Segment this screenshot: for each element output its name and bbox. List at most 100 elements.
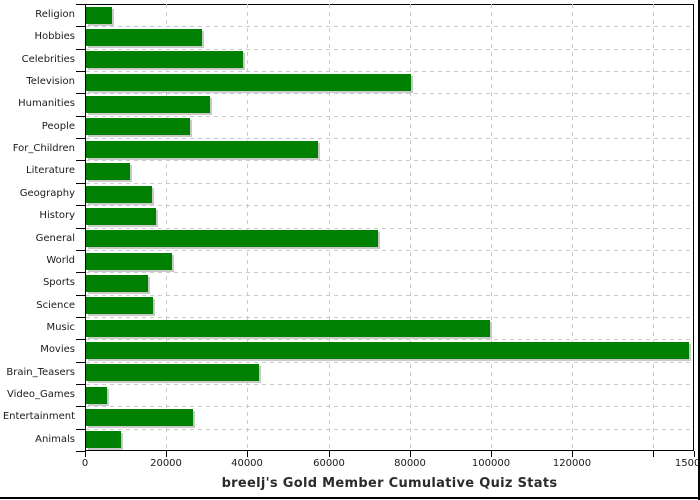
gridline-horizontal: [86, 26, 694, 27]
y-axis-tick: [76, 138, 85, 139]
gridline-vertical: [247, 4, 248, 451]
y-axis-tick: [76, 250, 85, 251]
x-axis-tick: [410, 451, 411, 457]
gridline-horizontal: [86, 272, 694, 273]
bar-video_games: [86, 387, 107, 404]
category-label: Literature: [26, 165, 75, 176]
bar-general: [86, 230, 378, 247]
y-axis-tick: [76, 26, 85, 27]
x-axis-tick: [572, 451, 573, 457]
x-axis-tick: [653, 451, 654, 457]
gridline-vertical: [491, 4, 492, 451]
y-axis-tick: [76, 317, 85, 318]
y-axis-tick: [76, 384, 85, 385]
bar-celebrities: [86, 51, 243, 68]
x-axis-tick: [247, 451, 248, 457]
gridline-horizontal: [86, 295, 694, 296]
gridline-horizontal: [86, 406, 694, 407]
image-frame-right: [698, 0, 700, 500]
gridline-horizontal: [86, 205, 694, 206]
y-axis-tick: [76, 406, 85, 407]
bar-literature: [86, 163, 130, 180]
bar-entertainment: [86, 409, 193, 426]
bar-animals: [86, 431, 121, 448]
x-axis-tick-label: 80000: [394, 458, 426, 469]
category-label: For_Children: [12, 143, 75, 154]
gridline-vertical: [329, 4, 330, 451]
y-axis-tick: [76, 49, 85, 50]
category-label: Animals: [35, 434, 75, 445]
bar-science: [86, 297, 153, 314]
bar-history: [86, 208, 156, 225]
category-label: Brain_Teasers: [6, 367, 75, 378]
y-axis-tick: [76, 93, 85, 94]
gridline-horizontal: [86, 138, 694, 139]
x-axis-tick-label: 60000: [313, 458, 345, 469]
chart-title: breelj's Gold Member Cumulative Quiz Sta…: [221, 476, 558, 491]
category-label: Music: [46, 322, 75, 333]
category-label: Television: [26, 76, 75, 87]
y-axis-tick: [76, 205, 85, 206]
gridline-vertical: [653, 4, 654, 451]
y-axis-tick: [76, 183, 85, 184]
bar-people: [86, 118, 190, 135]
category-label: History: [39, 210, 75, 221]
category-label: Video_Games: [7, 389, 75, 400]
gridline-horizontal: [86, 250, 694, 251]
x-axis-tick-label: 0: [81, 458, 89, 469]
gridline-horizontal: [86, 384, 694, 385]
bar-television: [86, 74, 411, 91]
x-axis-tick-label: 100000: [471, 458, 511, 469]
bar-for_children: [86, 141, 318, 158]
gridline-horizontal: [86, 228, 694, 229]
category-label: Movies: [40, 344, 75, 355]
y-axis-tick: [76, 160, 85, 161]
gridline-horizontal: [86, 339, 694, 340]
bar-brain_teasers: [86, 364, 259, 381]
bar-world: [86, 253, 172, 270]
gridline-horizontal: [86, 49, 694, 50]
x-axis-tick-label: 40000: [231, 458, 263, 469]
category-label: Celebrities: [21, 54, 75, 65]
category-label: Sports: [42, 277, 75, 288]
bar-humanities: [86, 96, 210, 113]
x-axis-tick-label: 120000: [552, 458, 592, 469]
gridline-horizontal: [86, 160, 694, 161]
y-axis-tick: [76, 451, 85, 452]
y-axis-tick: [76, 116, 85, 117]
category-label: Geography: [19, 188, 75, 199]
category-label: World: [46, 255, 75, 266]
gridline-horizontal: [86, 71, 694, 72]
plot-area: [85, 4, 694, 451]
x-axis-tick: [694, 451, 695, 457]
gridline-vertical: [166, 4, 167, 451]
y-axis-tick: [76, 429, 85, 430]
y-axis-tick: [76, 362, 85, 363]
category-label: General: [35, 233, 75, 244]
gridline-horizontal: [86, 362, 694, 363]
gridline-horizontal: [86, 317, 694, 318]
bar-music: [86, 320, 490, 337]
category-label: Entertainment: [2, 411, 75, 422]
y-axis-tick: [76, 228, 85, 229]
y-axis-tick: [76, 295, 85, 296]
y-axis-tick: [76, 4, 85, 5]
y-axis-tick: [76, 339, 85, 340]
category-label: Science: [36, 300, 75, 311]
bar-geography: [86, 186, 152, 203]
y-axis-tick: [76, 272, 85, 273]
category-label: Hobbies: [34, 31, 75, 42]
x-axis-tick-label: 20000: [150, 458, 182, 469]
gridline-horizontal: [86, 116, 694, 117]
bar-religion: [86, 7, 112, 24]
x-axis-tick: [85, 451, 86, 457]
x-axis-tick: [491, 451, 492, 457]
gridline-horizontal: [86, 183, 694, 184]
image-frame-bottom: [0, 497, 700, 499]
x-axis-tick: [166, 451, 167, 457]
category-label: Humanities: [18, 98, 75, 109]
bar-hobbies: [86, 29, 202, 46]
gridline-horizontal: [86, 93, 694, 94]
gridline-vertical: [410, 4, 411, 451]
